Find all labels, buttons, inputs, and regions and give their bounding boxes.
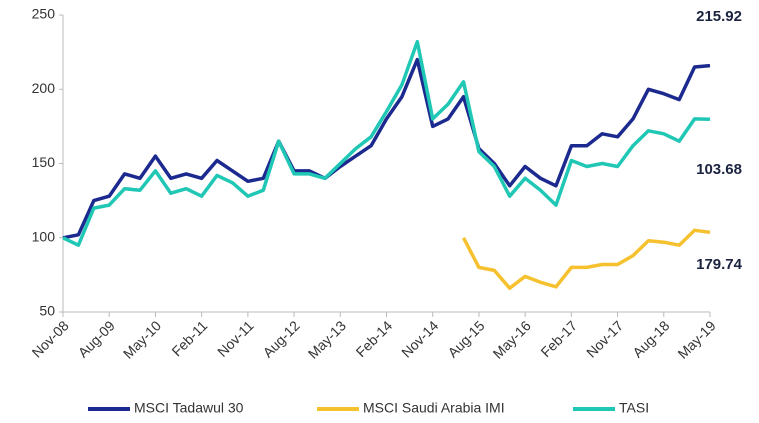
x-tick-label: Aug-18 — [629, 317, 672, 360]
legend-label: TASI — [619, 400, 649, 416]
y-tick-label: 200 — [32, 80, 56, 96]
x-tick-label: Feb-17 — [537, 317, 580, 360]
x-tick-label: Aug-12 — [260, 317, 303, 360]
x-tick-label: Feb-14 — [353, 317, 396, 360]
y-tick-label: 100 — [32, 228, 56, 244]
x-tick-label: Nov-17 — [583, 317, 626, 360]
legend-label: MSCI Tadawul 30 — [134, 400, 244, 416]
x-tick-label: Feb-11 — [168, 317, 210, 359]
y-tick-label: 50 — [39, 303, 55, 319]
series-line — [62, 39, 711, 247]
end-value-label: 215.92 — [696, 8, 742, 25]
x-tick-label: May-10 — [120, 317, 164, 361]
x-tick-label: May-13 — [305, 317, 349, 361]
x-tick-label: May-19 — [674, 317, 718, 361]
end-value-label: 103.68 — [696, 161, 742, 178]
end-value-label: 179.74 — [696, 256, 743, 273]
x-tick-label: Nov-08 — [29, 317, 72, 360]
x-tick-label: Aug-15 — [444, 317, 487, 360]
y-tick-label: 250 — [32, 6, 56, 22]
x-tick-label: Nov-11 — [214, 317, 257, 360]
series-line — [461, 228, 711, 290]
x-tick-label: May-16 — [490, 317, 534, 361]
y-tick-label: 150 — [32, 154, 56, 170]
x-tick-label: Nov-14 — [398, 317, 441, 360]
legend-label: MSCI Saudi Arabia IMI — [363, 400, 505, 416]
x-tick-label: Aug-09 — [75, 317, 118, 360]
series-line — [62, 57, 711, 240]
